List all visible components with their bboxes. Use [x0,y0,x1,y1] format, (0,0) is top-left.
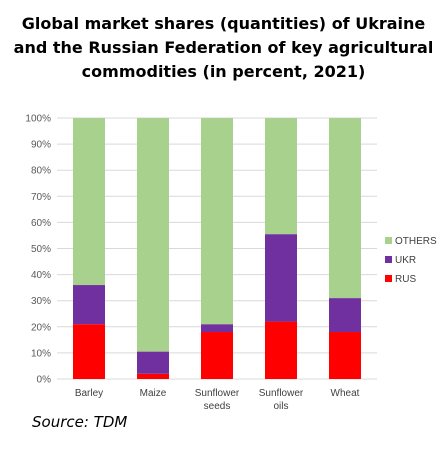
legend-label-others: OTHERS [395,236,437,247]
legend-label-ukr: UKR [395,255,416,266]
bar-segment-rus [201,332,233,379]
bar-segment-rus [73,324,105,379]
y-tick-label: 50% [31,244,51,255]
chart-title-line-1: Global market shares (quantities) of Ukr… [21,14,426,33]
chart-title-line-2: and the Russian Federation of key agricu… [13,38,434,57]
x-tick-label: Barley [75,388,103,399]
y-tick-label: 90% [31,140,51,151]
source-note: Source: TDM [32,413,128,431]
chart-title: Global market shares (quantities) of Ukr… [0,12,447,84]
x-tick-label: Wheat [331,388,360,399]
x-tick-label: seeds [204,401,231,412]
y-tick-label: 70% [31,192,51,203]
y-tick-label: 80% [31,166,51,177]
legend-swatch-rus [385,275,392,282]
y-tick-label: 10% [31,348,51,359]
y-tick-label: 30% [31,296,51,307]
x-tick-label: Sunflower [259,388,304,399]
y-tick-label: 0% [37,375,52,386]
y-tick-label: 40% [31,270,51,281]
x-tick-label: Maize [140,388,167,399]
x-tick-label: oils [273,401,288,412]
bar-segment-ukr [73,285,105,325]
bar-segment-rus [265,321,297,379]
bar-segment-others [73,118,105,286]
bar-segment-ukr [265,234,297,322]
bar-segment-ukr [137,351,169,374]
bar-segment-rus [137,373,169,379]
y-tick-label: 60% [31,218,51,229]
y-tick-label: 20% [31,322,51,333]
bar-segment-ukr [201,324,233,333]
bar-segment-others [329,118,361,299]
x-tick-label: Sunflower [195,388,240,399]
chart-title-line-3: commodities (in percent, 2021) [81,62,366,81]
bar-segment-ukr [329,298,361,333]
bar-segment-others [265,118,297,235]
legend-swatch-ukr [385,256,392,263]
bar-segment-rus [329,332,361,379]
legend-label-rus: RUS [395,274,416,285]
bar-segment-others [137,118,169,352]
bar-segment-others [201,118,233,325]
legend-swatch-others [385,237,392,244]
y-tick-label: 100% [25,114,51,125]
